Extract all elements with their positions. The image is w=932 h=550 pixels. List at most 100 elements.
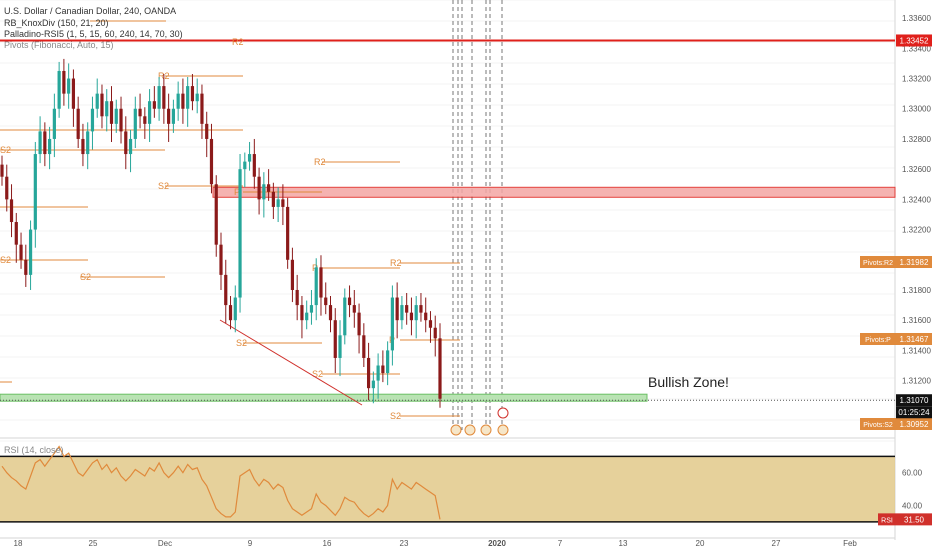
- bullish-zone: [0, 393, 648, 402]
- candle-down: [71, 78, 76, 109]
- countdown-badge: [896, 406, 932, 419]
- candle-down: [286, 206, 290, 260]
- legend-knoxdiv: RB_KnoxDiv (150, 21, 20): [4, 18, 109, 28]
- event-marker-icon: [480, 424, 492, 436]
- pivot-label: R2: [232, 37, 244, 47]
- price-tick-label: 1.31600: [902, 316, 931, 325]
- candle-up: [38, 131, 42, 155]
- pivot-badge-value: [896, 418, 932, 430]
- rsi-badge-text: RSI: [881, 517, 893, 524]
- candle-down: [209, 138, 214, 185]
- pivot-badge-value-text: 1.31467: [900, 335, 929, 344]
- candle-up: [386, 350, 390, 374]
- pivot-badge-text: Pivots:P: [865, 337, 891, 344]
- candle-up: [95, 93, 99, 109]
- rsi-badge-label: [878, 513, 896, 526]
- candle-down: [200, 93, 204, 124]
- candle-down: [124, 131, 128, 155]
- pivot-badge-text: Pivots:S2: [863, 422, 893, 429]
- candle-down: [119, 108, 123, 132]
- pivot-label: S2: [0, 145, 11, 155]
- price-tick-label: 1.31200: [902, 377, 931, 386]
- legend-symbol: U.S. Dollar / Canadian Dollar, 240, OAND…: [4, 6, 177, 16]
- candle-down: [0, 164, 4, 177]
- pivot-badge-value-text: 1.30952: [900, 420, 929, 429]
- price-tick-label: 1.33400: [902, 44, 931, 53]
- candle-down: [428, 320, 433, 328]
- candle-up: [157, 86, 161, 109]
- resistance-price-badge-text: 1.33452: [900, 36, 929, 45]
- time-tick-label: 7: [558, 539, 563, 548]
- candle-up: [243, 161, 247, 170]
- candle-down: [295, 289, 299, 306]
- candle-down: [167, 108, 171, 124]
- candle-down: [362, 335, 366, 358]
- candle-up: [305, 312, 309, 321]
- price-tick-label: 1.32400: [902, 195, 931, 204]
- time-tick-label: 9: [248, 539, 253, 548]
- legend-pivots: Pivots (Fibonacci, Auto, 15): [4, 40, 114, 50]
- candle-down: [214, 184, 218, 245]
- resistance-zone: [212, 186, 896, 198]
- candle-down: [9, 199, 14, 223]
- candle-up: [376, 365, 380, 381]
- candle-down: [409, 312, 414, 321]
- candle-up: [114, 108, 118, 124]
- candle-down: [219, 244, 223, 275]
- candle-down: [324, 297, 328, 306]
- candle-down: [109, 101, 114, 124]
- price-tick-label: 1.32600: [902, 165, 931, 174]
- price-tick-label: 1.33000: [902, 105, 931, 114]
- candle-up: [238, 169, 242, 298]
- price-tick-label: 1.31800: [902, 286, 931, 295]
- candle-down: [424, 312, 428, 321]
- candle-up: [390, 297, 394, 351]
- candle-down: [405, 305, 409, 313]
- candle-down: [24, 259, 28, 275]
- price-tick-label: 1.32800: [902, 135, 931, 144]
- pivot-badge-label: [860, 256, 896, 268]
- pivot-label: P: [234, 187, 240, 197]
- candle-down: [43, 131, 47, 155]
- candle-down: [395, 297, 399, 321]
- candle-up: [247, 154, 252, 162]
- time-tick-label: 2020: [488, 539, 506, 548]
- pivot-badge-text: Pivots:R2: [863, 260, 893, 267]
- countdown-badge-text: 01:25:24: [898, 408, 930, 417]
- flag-marker-icon: [497, 407, 509, 419]
- candle-down: [224, 274, 228, 306]
- candle-up: [57, 70, 61, 109]
- candle-down: [347, 297, 352, 306]
- pivot-label: S2: [80, 272, 91, 282]
- candle-down: [300, 305, 304, 321]
- divergence-line: [219, 319, 363, 406]
- candle-up: [233, 297, 237, 321]
- candle-up: [133, 108, 137, 139]
- candle-down: [328, 305, 333, 321]
- price-tick-label: 1.33600: [902, 14, 931, 23]
- pivot-label: S2: [236, 338, 247, 348]
- candle-up: [86, 131, 90, 155]
- candle-up: [28, 229, 33, 275]
- candle-down: [252, 154, 256, 177]
- candle-up: [314, 267, 318, 306]
- rsi-tick-label: 40.00: [902, 501, 923, 510]
- candle-down: [138, 108, 142, 117]
- candle-down: [438, 338, 442, 399]
- candle-up: [90, 108, 95, 132]
- rsi-tick-label: 60.00: [902, 469, 923, 478]
- candle-down: [100, 93, 104, 117]
- candle-up: [52, 108, 56, 139]
- candle-up: [343, 297, 347, 336]
- candle-down: [143, 116, 147, 124]
- candle-up: [48, 138, 52, 155]
- candle-up: [128, 138, 133, 155]
- pivot-label: S2: [312, 369, 323, 379]
- legend-rsi: RSI (14, close): [4, 445, 64, 455]
- event-marker-icon: [497, 424, 509, 436]
- pivot-badge-value: [896, 256, 932, 268]
- candle-down: [152, 101, 156, 109]
- candle-down: [181, 93, 185, 109]
- candle-down: [366, 357, 371, 389]
